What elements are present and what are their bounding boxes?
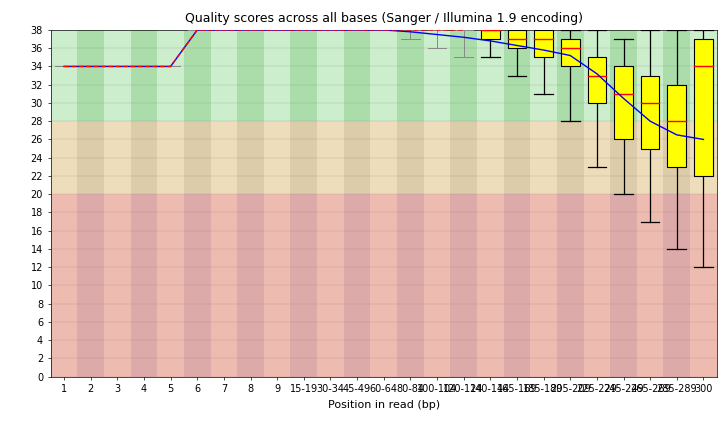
Bar: [610, 194, 637, 377]
Bar: [557, 30, 584, 121]
Bar: [530, 121, 557, 194]
Bar: [184, 194, 211, 377]
Bar: [584, 30, 610, 121]
Bar: [534, 30, 553, 57]
Bar: [637, 121, 663, 194]
Bar: [530, 30, 557, 121]
Bar: [344, 30, 371, 121]
Bar: [424, 194, 450, 377]
Bar: [561, 39, 579, 66]
Bar: [264, 30, 290, 121]
Bar: [610, 121, 637, 194]
Bar: [77, 194, 104, 377]
Bar: [237, 30, 264, 121]
Bar: [51, 194, 717, 377]
Bar: [104, 121, 130, 194]
Bar: [51, 30, 717, 121]
Bar: [637, 194, 663, 377]
Bar: [584, 194, 610, 377]
Bar: [51, 121, 717, 194]
Bar: [290, 194, 317, 377]
Bar: [130, 121, 157, 194]
Bar: [397, 194, 424, 377]
Bar: [584, 121, 610, 194]
Bar: [371, 121, 397, 194]
Bar: [397, 121, 424, 194]
Bar: [211, 30, 237, 121]
Bar: [317, 121, 344, 194]
Bar: [504, 194, 530, 377]
Bar: [450, 121, 477, 194]
Bar: [264, 194, 290, 377]
Bar: [477, 30, 504, 121]
Bar: [211, 121, 237, 194]
Bar: [77, 121, 104, 194]
Bar: [51, 194, 77, 377]
Bar: [157, 121, 184, 194]
Bar: [237, 121, 264, 194]
Bar: [211, 194, 237, 377]
Bar: [317, 194, 344, 377]
Bar: [481, 30, 500, 39]
Bar: [610, 30, 637, 121]
Bar: [290, 121, 317, 194]
Bar: [690, 194, 717, 377]
Bar: [157, 194, 184, 377]
Bar: [51, 121, 77, 194]
Bar: [477, 194, 504, 377]
Bar: [104, 30, 130, 121]
Bar: [424, 121, 450, 194]
Bar: [690, 30, 717, 121]
Bar: [530, 194, 557, 377]
Bar: [663, 194, 690, 377]
Bar: [184, 121, 211, 194]
Bar: [424, 30, 450, 121]
Bar: [663, 121, 690, 194]
Bar: [504, 30, 530, 121]
Bar: [290, 30, 317, 121]
Bar: [130, 194, 157, 377]
Bar: [104, 194, 130, 377]
Bar: [317, 30, 344, 121]
Bar: [344, 121, 371, 194]
Bar: [637, 30, 663, 121]
Bar: [557, 194, 584, 377]
Bar: [237, 194, 264, 377]
Bar: [371, 194, 397, 377]
X-axis label: Position in read (bp): Position in read (bp): [328, 400, 439, 410]
Bar: [184, 30, 211, 121]
Bar: [397, 30, 424, 121]
Bar: [450, 194, 477, 377]
Bar: [77, 30, 104, 121]
Bar: [614, 66, 633, 140]
Bar: [508, 30, 526, 48]
Bar: [450, 30, 477, 121]
Bar: [504, 121, 530, 194]
Bar: [557, 121, 584, 194]
Bar: [668, 85, 686, 167]
Bar: [264, 121, 290, 194]
Bar: [157, 30, 184, 121]
Bar: [694, 39, 712, 176]
Bar: [344, 194, 371, 377]
Bar: [371, 30, 397, 121]
Title: Quality scores across all bases (Sanger / Illumina 1.9 encoding): Quality scores across all bases (Sanger …: [185, 12, 583, 25]
Bar: [641, 76, 660, 149]
Bar: [588, 57, 606, 103]
Bar: [663, 30, 690, 121]
Bar: [690, 121, 717, 194]
Bar: [130, 30, 157, 121]
Bar: [51, 30, 77, 121]
Bar: [477, 121, 504, 194]
